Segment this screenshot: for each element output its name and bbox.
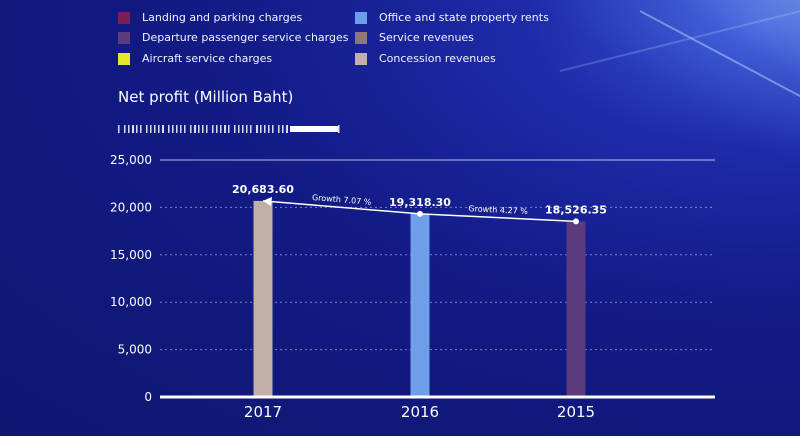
decor-tick (158, 125, 160, 133)
bar (566, 221, 586, 397)
legend-swatch (118, 31, 130, 44)
data-label: 19,318.30 (389, 196, 451, 209)
decor-tick (212, 125, 214, 133)
decor-tick (272, 125, 274, 133)
decor-tick (256, 125, 258, 133)
decor-tick (184, 125, 186, 133)
data-label: 18,526.35 (545, 203, 607, 216)
legend-swatch (118, 11, 130, 24)
decor-tick (278, 125, 280, 133)
legend-swatch (355, 31, 367, 44)
decor-tick (228, 125, 230, 133)
decor-tick (146, 125, 148, 133)
decor-tick (168, 125, 170, 133)
decor-tick (238, 125, 240, 133)
x-tick-label: 2016 (401, 403, 439, 421)
y-tick-label: 20,000 (110, 200, 152, 214)
legend-swatch (118, 52, 130, 65)
x-tick-label: 2015 (557, 403, 595, 421)
decor-tick (216, 125, 218, 133)
decor-tick (234, 125, 236, 133)
decor-tick (268, 125, 270, 133)
legend-item: Concession revenues (355, 52, 496, 65)
y-tick-label: 0 (144, 390, 152, 404)
y-tick-label: 25,000 (110, 153, 152, 167)
decor-tick (338, 125, 340, 133)
legend-item: Aircraft service charges (118, 52, 272, 65)
legend-item: Service revenues (355, 31, 474, 44)
y-tick-label: 15,000 (110, 248, 152, 262)
trend-arrowhead (263, 196, 272, 206)
x-tick-label: 2017 (244, 403, 282, 421)
decor-tick (242, 125, 244, 133)
decor-tick (172, 125, 174, 133)
decor-tick (246, 125, 248, 133)
trend-marker (573, 218, 579, 225)
decor-tick (206, 125, 208, 133)
decorative-tick-bar (118, 125, 340, 133)
decor-tick (124, 125, 126, 133)
decor-tick (180, 125, 182, 133)
decor-tick (136, 125, 138, 133)
decor-tick (260, 125, 262, 133)
y-tick-label: 5,000 (118, 343, 152, 357)
decor-tick (250, 125, 252, 133)
legend-item: Departure passenger service charges (118, 31, 348, 44)
decor-tick (202, 125, 204, 133)
decor-tick (194, 125, 196, 133)
decor-tick (224, 125, 226, 133)
decor-tick (162, 125, 164, 133)
y-tick-label: 10,000 (110, 295, 152, 309)
legend-label: Service revenues (379, 31, 474, 44)
legend-label: Concession revenues (379, 52, 496, 65)
trend-marker (417, 210, 423, 217)
decor-tick (154, 125, 156, 133)
decor-highlight (290, 126, 338, 132)
growth-annotation: Growth 4.27 % (468, 204, 528, 216)
legend-swatch (355, 52, 367, 65)
decor-tick (128, 125, 130, 133)
legend-item: Office and state property rents (355, 11, 549, 24)
growth-annotation: Growth 7.07 % (312, 193, 372, 207)
decor-tick (140, 125, 142, 133)
decor-tick (264, 125, 266, 133)
legend-label: Departure passenger service charges (142, 31, 349, 44)
legend-label: Office and state property rents (379, 11, 549, 24)
decor-tick (176, 125, 178, 133)
chart-title: Net profit (Million Baht) (118, 88, 294, 106)
legend-label: Landing and parking charges (142, 11, 303, 24)
bar (410, 213, 430, 397)
decor-tick (286, 125, 288, 133)
decor-tick (118, 125, 120, 133)
legend-item: Landing and parking charges (118, 11, 302, 24)
bar (253, 200, 273, 397)
decor-tick (132, 125, 134, 133)
decor-tick (150, 125, 152, 133)
decor-tick (198, 125, 200, 133)
decor-tick (190, 125, 192, 133)
data-label: 20,683.60 (232, 183, 294, 196)
decor-tick (220, 125, 222, 133)
legend-swatch (355, 11, 367, 24)
legend-label: Aircraft service charges (142, 52, 273, 65)
decor-tick (282, 125, 284, 133)
